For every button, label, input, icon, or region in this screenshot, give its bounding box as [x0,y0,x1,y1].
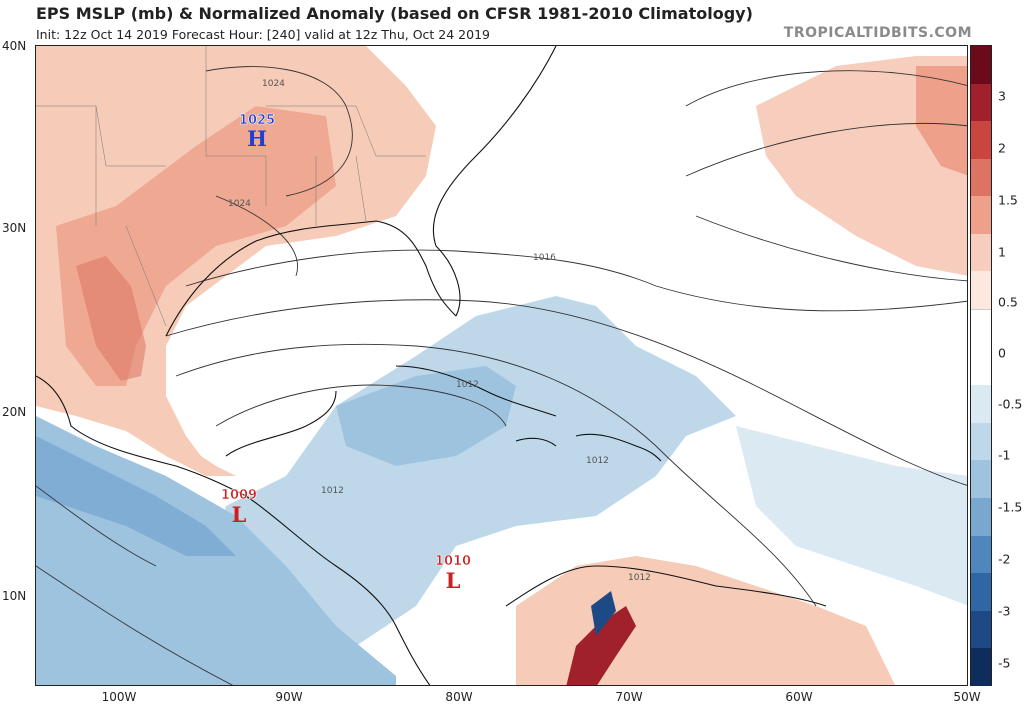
isobar-label: 1012 [628,573,651,583]
colorbar-segment [971,610,991,649]
state-borders [36,46,426,327]
map-title: EPS MSLP (mb) & Normalized Anomaly (base… [36,4,753,23]
colorbar-tick-label: 0.5 [998,294,1018,310]
low-pressure-value: 1010 [435,554,471,569]
anomaly-negative-southeast [736,426,967,606]
anomaly-positive-mexico [76,256,146,381]
colorbar-segment [971,422,991,461]
colorbar-segment [971,535,991,574]
colorbar-tick-label: -1 [998,447,1011,463]
colorbar-segment [971,158,991,197]
high-pressure-value: 1025 [239,113,275,128]
map-panel[interactable]: 1024 1024 1016 1012 1012 1012 1012 1025 … [35,45,968,686]
colorbar-segment [971,121,991,159]
colorbar-segment [971,233,991,272]
low-pressure-value: 1009 [221,488,257,503]
isobar-label: 1024 [228,199,251,209]
colorbar-segment [971,347,991,386]
anomaly-negative-caribbean [216,296,736,646]
map-subtitle: Init: 12z Oct 14 2019 Forecast Hour: [24… [36,27,490,42]
lat-label-30n: 30N [2,221,27,235]
colorbar-tick-label: -5 [998,655,1011,671]
isobar-label: 1012 [456,380,479,390]
colorbar-segment [971,573,991,611]
high-center-1025: 1025 H [239,113,276,151]
lon-label-100w: 100W [101,690,137,704]
colorbar-tick-label: -3 [998,603,1011,619]
colorbar-tick-label: -1.5 [998,499,1023,515]
low-center-1009: 1009 L [221,488,258,527]
lat-label-40n: 40N [2,39,27,53]
brand-watermark: TROPICALTIDBITS.COM [783,25,972,41]
colorbar-tick-label: 0 [998,345,1006,361]
colorbar-tick-label: -0.5 [998,396,1023,412]
lon-label-60w: 60W [785,690,813,704]
colorbar-segment [971,196,991,234]
colorbar-segment [971,309,991,348]
colorbar-segment [971,648,991,686]
isobar-label: 1016 [533,253,556,263]
lon-label-70w: 70W [615,690,643,704]
colorbar-segment [971,46,991,84]
anomaly-negative-pacific-core [36,436,236,556]
low-pressure-letter: L [232,502,247,527]
isobar-lines [36,66,967,685]
colorbar-tick-label: 1 [998,244,1006,260]
colorbar-segment [971,497,991,536]
lat-label-20n: 20N [2,405,27,419]
colorbar-tick-label: 2 [998,140,1006,156]
colorbar-tick-label: 1.5 [998,192,1018,208]
anomaly-positive-atlantic-core [916,66,967,176]
high-pressure-letter: H [247,126,267,151]
coastlines [36,46,827,685]
isobar-label: 1024 [262,79,285,89]
low-center-1010: 1010 L [435,554,472,593]
anomaly-negative-core [336,366,516,466]
lon-label-80w: 80W [445,690,473,704]
lon-label-90w: 90W [275,690,303,704]
anomaly-positive-atlantic [756,56,967,276]
anomaly-strong-positive-andes [566,606,636,685]
anomaly-strong-negative-andes [591,591,616,636]
colorbar-segment [971,385,991,423]
colorbar-tick-label: -2 [998,551,1011,567]
colorbar-segment [971,271,991,310]
isobar-label: 1012 [586,456,609,466]
low-pressure-letter: L [446,568,461,593]
colorbar [970,45,992,686]
colorbar-segment [971,460,991,498]
lat-label-10n: 10N [2,589,27,603]
colorbar-segment [971,83,991,122]
lon-label-50w: 50W [953,690,981,704]
colorbar-tick-label: 3 [998,88,1006,104]
isobar-label: 1012 [321,486,344,496]
